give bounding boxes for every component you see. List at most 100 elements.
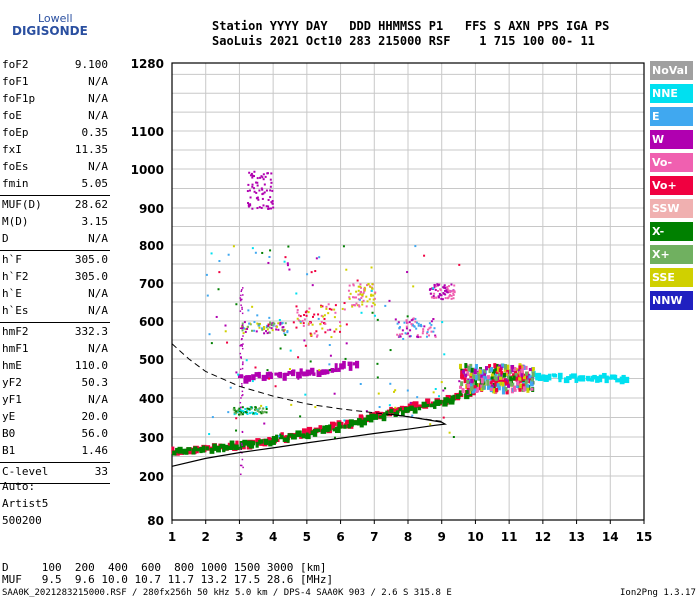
echo-mark <box>327 312 330 315</box>
echo-mark <box>242 410 245 413</box>
echo-mark <box>309 321 312 324</box>
echo-mark <box>251 183 254 186</box>
echo-mark <box>240 464 243 467</box>
echo-mark <box>325 305 328 308</box>
param-value: 110.0 <box>74 359 108 372</box>
echo-mark <box>362 292 365 295</box>
echo-mark <box>243 327 246 330</box>
y-tick-label: 300 <box>139 431 164 445</box>
echo-mark <box>360 286 363 289</box>
echo-mark <box>464 363 468 369</box>
echo-mark <box>450 283 453 286</box>
echo-mark <box>248 203 251 206</box>
echo-mark <box>268 331 271 334</box>
echo-mark <box>263 327 266 330</box>
echo-mark <box>398 333 401 336</box>
y-tick-label: 700 <box>139 277 164 291</box>
echo-mark <box>469 372 473 377</box>
echo-mark <box>286 435 290 443</box>
echo-mark <box>233 411 236 414</box>
echo-mark <box>312 315 315 318</box>
echo-mark <box>434 288 437 291</box>
param-name: C-level <box>2 465 49 478</box>
echo-mark <box>461 388 465 394</box>
echo-mark <box>396 333 399 336</box>
param-value: 56.0 <box>81 427 109 440</box>
legend-item-x-: X+ <box>650 245 693 264</box>
echo-mark <box>172 450 177 456</box>
echo-mark <box>353 304 356 307</box>
echo-mark <box>333 436 336 439</box>
echo-mark <box>438 292 441 295</box>
echo-mark <box>266 328 269 331</box>
echo-mark <box>261 327 264 330</box>
param-name: foF1 <box>2 75 29 88</box>
echo-mark <box>251 185 254 188</box>
echo-mark <box>246 410 249 413</box>
echo-mark <box>406 315 409 318</box>
echo-mark <box>321 369 327 375</box>
echo-mark <box>301 319 304 322</box>
echo-mark <box>236 409 239 412</box>
echo-mark <box>570 373 577 379</box>
echo-mark <box>444 289 447 292</box>
echo-mark <box>443 286 446 289</box>
echo-mark <box>388 299 391 302</box>
echo-mark <box>330 336 333 339</box>
echo-mark <box>428 334 431 337</box>
echo-mark <box>263 332 266 335</box>
echo-mark <box>609 374 616 380</box>
echo-mark <box>334 311 337 314</box>
echo-mark <box>270 201 273 204</box>
echo-mark <box>287 245 290 248</box>
echo-mark <box>271 322 274 325</box>
echo-mark <box>370 289 373 292</box>
echo-mark <box>415 321 418 324</box>
echo-mark <box>365 305 368 308</box>
echo-mark <box>177 446 183 454</box>
echo-mark <box>343 302 346 305</box>
echo-mark <box>373 314 376 317</box>
echo-mark <box>623 376 630 384</box>
legend-item-w: W <box>650 130 693 149</box>
echo-mark <box>269 321 272 324</box>
echo-mark <box>244 408 247 411</box>
auto-label: Auto: <box>2 480 36 493</box>
echo-mark <box>296 317 299 320</box>
param-name: yE <box>2 410 16 423</box>
echo-mark <box>362 299 365 302</box>
echo-mark <box>497 376 501 380</box>
echo-mark <box>248 171 251 174</box>
echo-mark <box>370 294 373 297</box>
echo-mark <box>286 331 289 334</box>
echo-mark <box>282 326 285 329</box>
distance-row: D 100 200 400 600 800 1000 1500 3000 [km… <box>2 561 327 574</box>
echo-mark <box>552 373 558 378</box>
echo-mark <box>275 328 278 331</box>
echo-mark <box>297 319 300 322</box>
echo-mark <box>422 328 425 331</box>
echo-mark <box>495 370 499 374</box>
echo-mark <box>249 196 252 199</box>
param-name: B1 <box>2 444 16 457</box>
echo-mark <box>348 363 353 371</box>
echo-mark <box>518 377 522 381</box>
echo-mark <box>496 366 500 373</box>
param-name: foEp <box>2 126 29 139</box>
echo-mark <box>247 183 250 186</box>
echo-mark <box>252 412 255 415</box>
echo-mark <box>328 424 332 431</box>
echo-mark <box>351 305 354 308</box>
echo-mark <box>269 323 272 326</box>
echo-mark <box>478 369 482 374</box>
echo-mark <box>580 375 585 381</box>
echo-mark <box>488 364 492 369</box>
echo-mark <box>458 363 462 370</box>
echo-mark <box>186 447 192 451</box>
echo-mark <box>406 271 409 274</box>
echo-mark <box>339 324 342 327</box>
y-tick-label: 1000 <box>131 163 164 177</box>
echo-mark <box>359 382 362 385</box>
echo-mark <box>303 339 306 342</box>
echo-mark <box>171 446 175 455</box>
